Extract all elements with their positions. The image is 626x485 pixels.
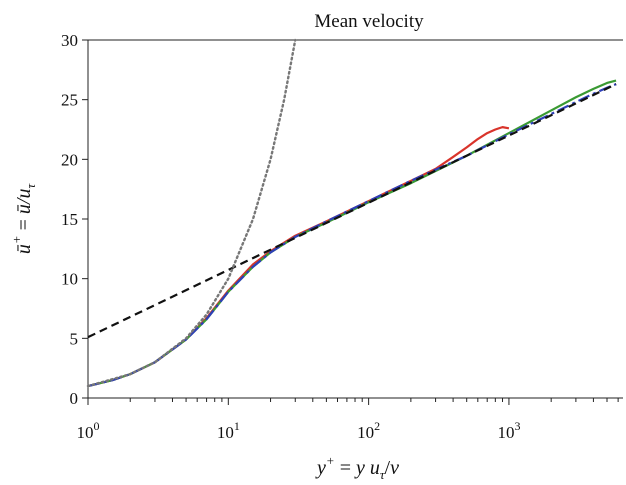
chart-title: Mean velocity: [314, 11, 424, 32]
y-tick-label: 30: [61, 31, 78, 50]
y-tick-label: 15: [61, 210, 78, 229]
y-tick-label: 0: [70, 389, 79, 408]
x-axis-label: y+ = y uτ/ν: [315, 453, 399, 482]
series-layer: [86, 38, 617, 388]
series-line-4: [87, 83, 617, 339]
y-axis-label: ū+ = ū/uτ: [9, 183, 38, 255]
x-tick-label: 100: [77, 419, 100, 442]
y-tick-label: 10: [61, 270, 78, 289]
series-line-5: [86, 38, 297, 388]
x-tick-label: 101: [217, 419, 240, 442]
y-tick-label: 20: [61, 150, 78, 169]
y-tick-label: 5: [70, 329, 79, 348]
x-tick-label: 103: [497, 419, 520, 442]
y-tick-label: 25: [61, 91, 78, 110]
x-tick-label: 102: [357, 419, 380, 442]
axis-ticks: 0 5 10 15 20 25 30 100 101 102 103: [61, 31, 619, 442]
